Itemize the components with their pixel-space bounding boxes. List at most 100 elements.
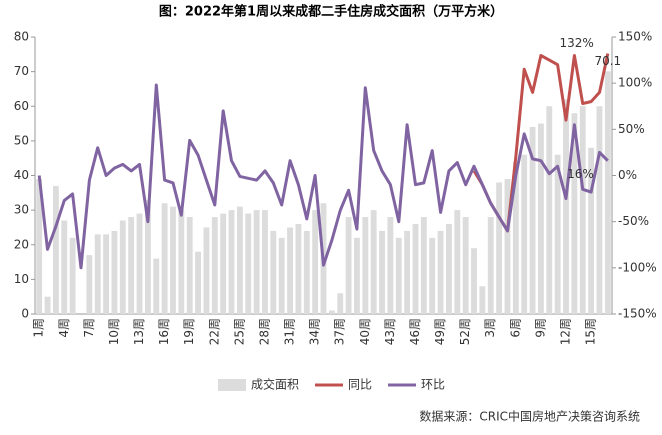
x-tick-label: 16周	[157, 318, 171, 345]
bar	[128, 217, 135, 314]
bar	[571, 113, 578, 314]
bar	[588, 147, 595, 314]
y2-tick-label: 100%	[618, 76, 652, 90]
bar	[446, 223, 452, 314]
bar	[404, 230, 411, 314]
x-tick-label: 34周	[308, 318, 322, 345]
bar	[529, 127, 536, 315]
source: 数据来源：CRIC中国房地产决策咨询系统	[419, 409, 640, 424]
bar	[52, 185, 59, 314]
x-tick-label: 46周	[408, 318, 422, 345]
x-tick-label: 12周	[559, 318, 573, 345]
bar	[554, 154, 561, 314]
value-label: 132%	[560, 36, 594, 50]
x-tick-label: 9周	[533, 318, 547, 338]
bar	[295, 223, 302, 314]
bar	[270, 230, 277, 314]
x-tick-label: 4周	[57, 318, 71, 338]
bar	[328, 310, 335, 314]
x-tick-label: 6周	[508, 318, 522, 338]
bar	[153, 258, 160, 314]
bar	[379, 230, 385, 314]
legend-label: 同比	[348, 378, 372, 392]
x-tick-label: 25周	[232, 318, 246, 345]
bar	[178, 210, 185, 314]
x-tick-label: 22周	[207, 318, 221, 345]
x-tick-label: 1周	[32, 318, 46, 338]
bar	[370, 210, 377, 314]
legend-swatch	[218, 379, 246, 391]
bar	[362, 217, 369, 314]
bar	[387, 217, 394, 314]
bar	[546, 106, 553, 314]
x-tick-label: 10周	[107, 318, 121, 345]
bar	[487, 217, 494, 314]
bar	[287, 227, 293, 314]
y-tick-label: 20	[14, 237, 29, 251]
bar	[262, 210, 268, 314]
y2-tick-label: -150%	[618, 307, 657, 321]
x-tick-label: 28周	[257, 318, 271, 345]
bar	[312, 210, 319, 314]
x-tick-label: 40周	[358, 318, 372, 345]
bar	[479, 286, 486, 314]
y-tick-label: 0	[21, 307, 29, 321]
bar	[94, 234, 101, 314]
x-tick-label: 3周	[483, 318, 497, 338]
bar	[220, 213, 227, 314]
bar	[412, 223, 419, 314]
x-tick-label: 31周	[283, 318, 297, 345]
y-tick-label: 80	[14, 30, 29, 44]
x-tick-label: 7周	[82, 318, 96, 338]
bar	[579, 106, 586, 314]
y-tick-label: 70	[14, 64, 29, 78]
bar	[462, 217, 469, 314]
bar	[437, 230, 444, 314]
y2-tick-label: -100%	[618, 260, 657, 274]
bar	[161, 203, 168, 314]
bar	[278, 237, 285, 314]
x-tick-label: 52周	[458, 318, 472, 345]
bar	[69, 237, 76, 314]
y2-tick-label: 150%	[618, 30, 652, 44]
bar	[44, 296, 51, 314]
bar	[236, 206, 243, 314]
y-tick-label: 40	[14, 168, 29, 182]
bar	[186, 217, 193, 314]
y2-tick-label: 0%	[618, 168, 637, 182]
value-label: 16%	[567, 167, 594, 181]
x-tick-label: 19周	[182, 318, 196, 345]
bar	[604, 71, 611, 314]
bar	[345, 217, 352, 314]
bar	[420, 217, 427, 314]
bar	[136, 213, 143, 314]
chart-title: 图：2022年第1周以来成都二手住房成交面积（万平方米）	[159, 4, 503, 20]
bar	[512, 161, 519, 314]
bar	[170, 206, 176, 314]
bar	[195, 251, 201, 314]
bar	[454, 210, 461, 314]
bar	[354, 237, 360, 314]
bar	[245, 213, 252, 314]
bar	[36, 178, 43, 314]
y-tick-label: 10	[14, 272, 29, 286]
bar	[211, 217, 218, 314]
y-tick-label: 50	[14, 133, 29, 147]
legend-label: 成交面积	[251, 377, 299, 392]
bar	[111, 230, 118, 314]
bar	[537, 123, 544, 314]
bar	[228, 210, 235, 314]
x-tick-label: 43周	[383, 318, 397, 345]
x-tick-label: 13周	[132, 318, 146, 345]
bar	[253, 210, 260, 314]
bar	[563, 99, 569, 314]
bar	[119, 220, 126, 314]
bar	[496, 182, 503, 314]
bar	[395, 237, 402, 314]
y-tick-label: 30	[14, 203, 29, 217]
x-tick-label: 37周	[333, 318, 347, 345]
x-tick-label: 49周	[433, 318, 447, 345]
bar	[521, 154, 528, 314]
bar	[203, 227, 210, 314]
